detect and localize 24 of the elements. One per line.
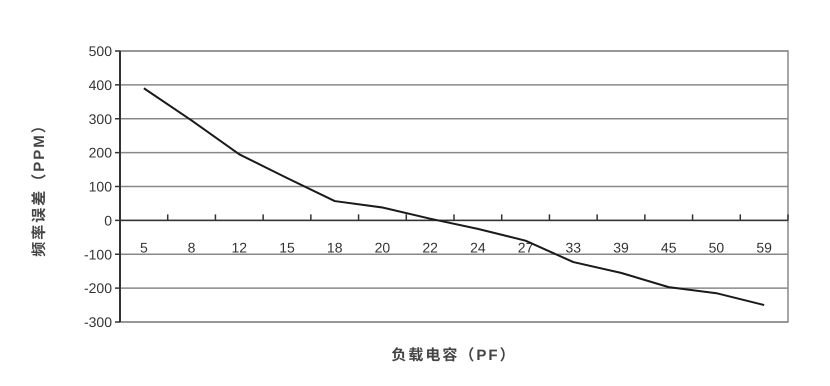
y-tick-label: 400 — [88, 76, 112, 93]
y-tick-label: -300 — [84, 314, 112, 330]
x-tick-label: 8 — [188, 239, 196, 256]
x-tick-label: 50 — [708, 239, 724, 256]
y-tick-label: 0 — [104, 212, 112, 228]
x-tick-label: 24 — [470, 239, 486, 256]
x-tick-label: 39 — [613, 239, 629, 256]
x-tick-label: 22 — [422, 239, 438, 256]
y-tick-label: 300 — [88, 110, 112, 127]
x-tick-label: 5 — [140, 239, 148, 256]
x-tick-label: 12 — [231, 239, 248, 256]
y-tick-label: 100 — [88, 178, 112, 194]
x-tick-label: 20 — [374, 239, 390, 256]
y-tick-label: 500 — [88, 43, 112, 59]
x-axis-title: 负载电容（PF） — [391, 347, 517, 364]
y-tick-label: 200 — [88, 144, 112, 161]
x-tick-label: 15 — [279, 239, 295, 256]
x-tick-label: 18 — [326, 239, 343, 256]
x-tick-label: 59 — [756, 239, 772, 256]
y-tick-label: -200 — [84, 280, 112, 296]
y-axis-title: 频率误差（PPM） — [31, 116, 48, 257]
y-tick-label: -100 — [84, 246, 112, 262]
x-tick-label: 45 — [660, 239, 677, 256]
x-tick-label: 33 — [565, 239, 582, 256]
